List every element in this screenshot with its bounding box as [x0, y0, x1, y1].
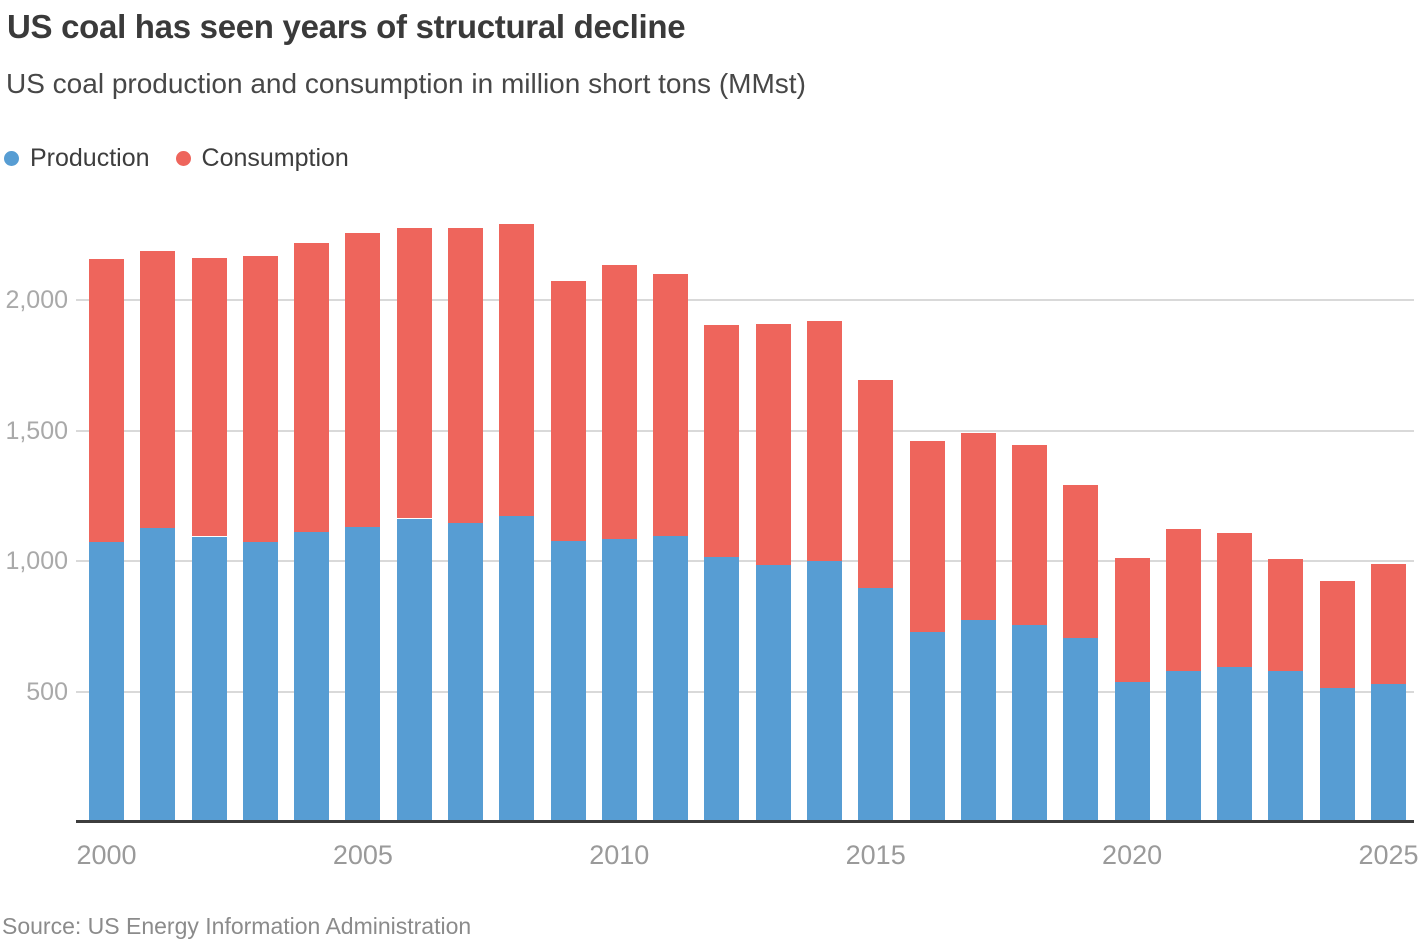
bar-production-2012	[704, 556, 740, 822]
bar-consumption-2022	[1217, 533, 1253, 667]
bar-consumption-2012	[704, 324, 740, 557]
bar-consumption-2009	[550, 281, 586, 542]
y-tick-label-1000: 1,000	[5, 547, 68, 575]
x-tick-label-2025: 2025	[1358, 840, 1419, 870]
bar-production-2024	[1319, 688, 1355, 822]
bar-production-2018	[1012, 624, 1047, 822]
legend-label-consumption: Consumption	[201, 144, 349, 172]
bar-production-2010	[601, 538, 637, 822]
bar-production-2005	[345, 526, 381, 822]
gridline-1500	[76, 429, 1414, 432]
legend-dot-production-icon	[4, 151, 19, 166]
legend-dot-consumption-icon	[175, 151, 191, 166]
bar-consumption-2010	[601, 265, 637, 539]
x-tick-label-2020: 2020	[1102, 840, 1163, 870]
bar-production-2016	[909, 632, 945, 822]
bar-production-2002	[191, 536, 227, 822]
bar-production-2006	[396, 518, 432, 822]
bar-consumption-2015	[858, 379, 894, 588]
bar-production-2007	[448, 522, 483, 822]
bar-consumption-2000	[89, 258, 124, 542]
bar-consumption-2023	[1268, 558, 1304, 672]
bar-consumption-2014	[806, 321, 842, 561]
bar-consumption-2002	[191, 258, 227, 537]
chart-subtitle: US coal production and consumption in mi…	[6, 68, 806, 99]
y-tick-label-2000: 2,000	[5, 286, 68, 314]
bar-consumption-2013	[755, 323, 791, 565]
x-tick-label-2005: 2005	[332, 840, 393, 870]
bar-production-2015	[858, 587, 894, 822]
bar-production-2023	[1268, 671, 1304, 822]
gridline-1000	[76, 560, 1414, 562]
bar-consumption-2004	[294, 242, 330, 532]
bar-consumption-2021	[1165, 528, 1201, 672]
bar-consumption-2017	[960, 432, 996, 620]
bar-production-2020	[1114, 682, 1150, 822]
bar-consumption-2018	[1012, 445, 1047, 625]
bar-production-2025	[1371, 683, 1406, 822]
bar-production-2003	[242, 542, 278, 822]
bar-consumption-2011	[653, 274, 689, 536]
x-tick-label-2015: 2015	[845, 840, 906, 870]
legend: Production Consumption	[4, 144, 349, 173]
bar-production-2001	[140, 527, 176, 822]
gridline-500	[76, 690, 1414, 693]
bar-production-2022	[1217, 667, 1253, 822]
legend-item-production: Production	[4, 144, 150, 173]
bar-consumption-2005	[345, 232, 381, 527]
legend-label-production: Production	[30, 144, 150, 172]
bar-consumption-2008	[499, 223, 535, 517]
chart-title: US coal has seen years of structural dec…	[7, 8, 686, 45]
bar-production-2011	[653, 535, 689, 822]
bar-production-2019	[1063, 637, 1099, 822]
bar-consumption-2025	[1371, 564, 1406, 684]
bar-consumption-2001	[140, 250, 176, 528]
bar-production-2014	[806, 561, 842, 822]
bar-production-2021	[1165, 671, 1201, 822]
y-tick-label-1500: 1,500	[5, 416, 68, 445]
source-note: Source: US Energy Information Administra…	[2, 913, 472, 939]
bar-production-2000	[89, 541, 124, 822]
bar-production-2004	[294, 531, 330, 822]
bar-consumption-2006	[396, 228, 432, 519]
x-tick-label-2010: 2010	[589, 840, 650, 870]
bar-consumption-2016	[909, 441, 945, 632]
bar-consumption-2019	[1063, 484, 1099, 638]
bar-production-2013	[755, 564, 791, 822]
y-tick-label-500: 500	[26, 677, 68, 706]
x-tick-label-2000: 2000	[76, 840, 137, 870]
bar-production-2017	[960, 620, 996, 822]
bar-production-2009	[550, 541, 586, 822]
bar-consumption-2003	[242, 256, 278, 543]
bar-consumption-2020	[1114, 557, 1150, 683]
bar-production-2008	[499, 516, 535, 822]
bar-consumption-2007	[448, 228, 483, 523]
legend-item-consumption: Consumption	[175, 144, 349, 173]
bar-consumption-2024	[1319, 581, 1355, 689]
gridline-2000	[76, 299, 1414, 301]
x-axis-line	[76, 820, 1414, 823]
